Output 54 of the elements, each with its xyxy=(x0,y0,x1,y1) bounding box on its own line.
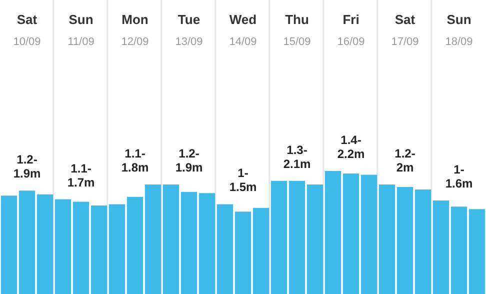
bar xyxy=(0,196,18,294)
bar xyxy=(432,200,450,294)
bar xyxy=(342,173,360,294)
text: Sat xyxy=(16,12,38,27)
annotation: 1.1-1.7m xyxy=(67,161,95,190)
text: 16/09 xyxy=(337,36,365,48)
bar xyxy=(90,205,108,294)
text: Fri xyxy=(342,12,360,27)
annotation: 1.2-1.9m xyxy=(13,152,41,181)
text: 17/09 xyxy=(391,36,419,48)
bar xyxy=(144,184,162,294)
bar xyxy=(324,171,342,294)
bar xyxy=(306,184,324,294)
bar xyxy=(468,209,486,294)
text: 1.3-2.1m xyxy=(283,142,311,171)
text: Mon xyxy=(122,12,148,27)
text: 13/09 xyxy=(175,36,203,48)
bar xyxy=(198,193,216,294)
annotation: 1-1.6m xyxy=(445,162,473,191)
bar xyxy=(108,204,126,294)
annotation: 1.2-2m xyxy=(394,146,416,175)
bar xyxy=(450,206,468,294)
text: Thu xyxy=(285,12,309,27)
text: Sat xyxy=(394,12,416,27)
bar xyxy=(252,208,270,294)
bar xyxy=(18,190,36,294)
text: 1.4-2.2m xyxy=(337,133,365,161)
annotation: 1.1-1.8m xyxy=(121,146,149,175)
bar xyxy=(396,186,414,294)
bar xyxy=(72,202,90,294)
annotation: 1-1.5m xyxy=(229,166,257,194)
bar xyxy=(360,174,378,294)
bar xyxy=(126,196,144,294)
text: 10/09 xyxy=(13,36,41,48)
bar xyxy=(378,184,396,294)
bar xyxy=(414,189,432,294)
text: Wed xyxy=(229,12,257,27)
text: 18/09 xyxy=(445,36,473,48)
bar xyxy=(288,180,306,294)
text: Sun xyxy=(68,12,94,27)
text: 11/09 xyxy=(68,36,94,48)
text: 12/09 xyxy=(121,36,149,48)
bar xyxy=(162,184,180,294)
bar xyxy=(54,199,72,294)
bar xyxy=(216,204,234,294)
bar xyxy=(180,192,198,294)
text: Sun xyxy=(446,12,472,27)
bar xyxy=(270,180,288,294)
bar xyxy=(234,212,252,294)
text: 14/09 xyxy=(229,36,257,48)
text: 15/09 xyxy=(283,36,311,48)
annotation: 1.2-1.9m xyxy=(175,146,203,175)
bar xyxy=(36,194,54,294)
text: Tue xyxy=(178,12,200,27)
